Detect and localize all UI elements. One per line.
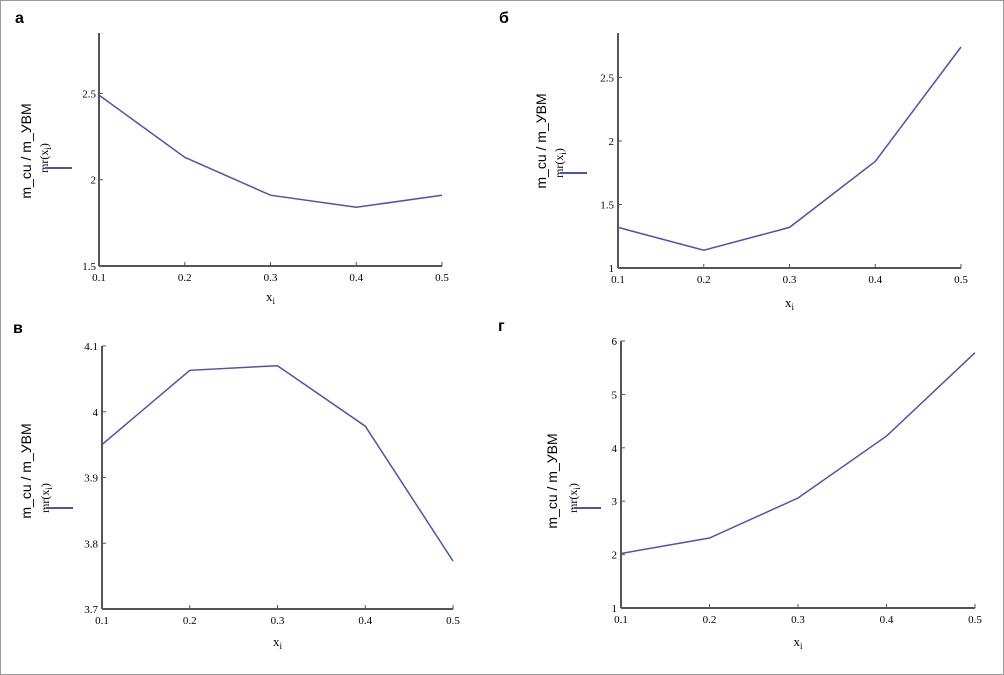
x-tick-label: 0.4 [358, 615, 372, 627]
x-axis-label: xi [785, 295, 795, 312]
y-tick-label: 3.8 [84, 538, 98, 550]
y-tick-label: 1.5 [82, 261, 96, 273]
y-tick-label: 2.5 [82, 88, 96, 100]
y-tick-label: 4.1 [84, 341, 98, 353]
y-axis-label: m_cu / m_УВМ [18, 103, 34, 198]
x-tick-label: 0.5 [968, 614, 982, 626]
x-tick-label: 0.4 [349, 272, 363, 284]
chart-panel-2: в 3.7 3.8 3.9 4 4.1 0.1 0.2 0.3 0.4 0.5 m_cu / m_УВ… [13, 320, 460, 651]
y-tick-label: 6 [612, 336, 618, 348]
x-tick-label: 0.5 [954, 274, 968, 286]
x-axis-label: xi [273, 634, 283, 651]
y-tick-label: 1 [609, 263, 615, 275]
x-tick-label: 0.4 [880, 614, 894, 626]
x-tick-label: 0.5 [446, 615, 460, 627]
y-tick-label: 3 [612, 496, 618, 508]
y-axis-label: m_cu / m_УВМ [18, 423, 34, 518]
chart-panel-1: б11.522.50.1 0.2 0.3 0.4 0.5m_cu / m_УВМ mr(x… [499, 10, 968, 312]
x-tick-label: 0.4 [868, 274, 882, 286]
y-axis-label: m_cu / m_УВМ [544, 433, 560, 528]
y-tick-label: 1.5 [600, 199, 614, 211]
x-tick-label: 0.1 [92, 272, 106, 284]
y-tick-label: 5 [612, 389, 618, 401]
y-axis-label: m_cu / m_УВМ [533, 93, 549, 188]
x-tick-label: 0.3 [783, 274, 797, 286]
y-tick-label: 1 [612, 603, 618, 615]
x-tick-label: 0.2 [178, 272, 192, 284]
series-line [101, 364, 454, 562]
x-tick-label: 0.3 [264, 272, 278, 284]
x-tick-label: 0.5 [435, 272, 449, 284]
y-tick-label: 4 [93, 407, 99, 419]
x-tick-label: 0.1 [614, 614, 628, 626]
panel-letter: б [499, 10, 509, 27]
y-tick-label: 2 [612, 550, 618, 562]
series-line [98, 94, 443, 209]
panel-letter: г [498, 318, 505, 335]
x-tick-label: 0.3 [271, 615, 285, 627]
y-tick-label: 2.5 [600, 72, 614, 84]
y-tick-label: 4 [612, 443, 618, 455]
x-tick-label: 0.2 [183, 615, 197, 627]
x-tick-label: 0.2 [697, 274, 711, 286]
x-tick-label: 0.1 [611, 274, 625, 286]
series-line [617, 46, 962, 251]
x-axis-label: xi [793, 634, 803, 651]
y-tick-label: 2 [609, 136, 615, 148]
panel-letter: в [13, 320, 23, 337]
x-tick-label: 0.3 [791, 614, 805, 626]
x-tick-label: 0.2 [703, 614, 717, 626]
series-line [620, 352, 976, 555]
chart-panel-0: а1.522.50.1 0.2 0.3 0.4 0.5m_cu / m_УВМ mr(xi… [15, 10, 449, 306]
y-tick-label: 3.9 [84, 473, 98, 485]
y-tick-label: 3.7 [84, 604, 98, 616]
x-axis-label: xi [266, 289, 276, 306]
panel-letter: а [15, 10, 24, 27]
x-tick-label: 0.1 [95, 615, 109, 627]
y-tick-label: 2 [91, 175, 97, 187]
